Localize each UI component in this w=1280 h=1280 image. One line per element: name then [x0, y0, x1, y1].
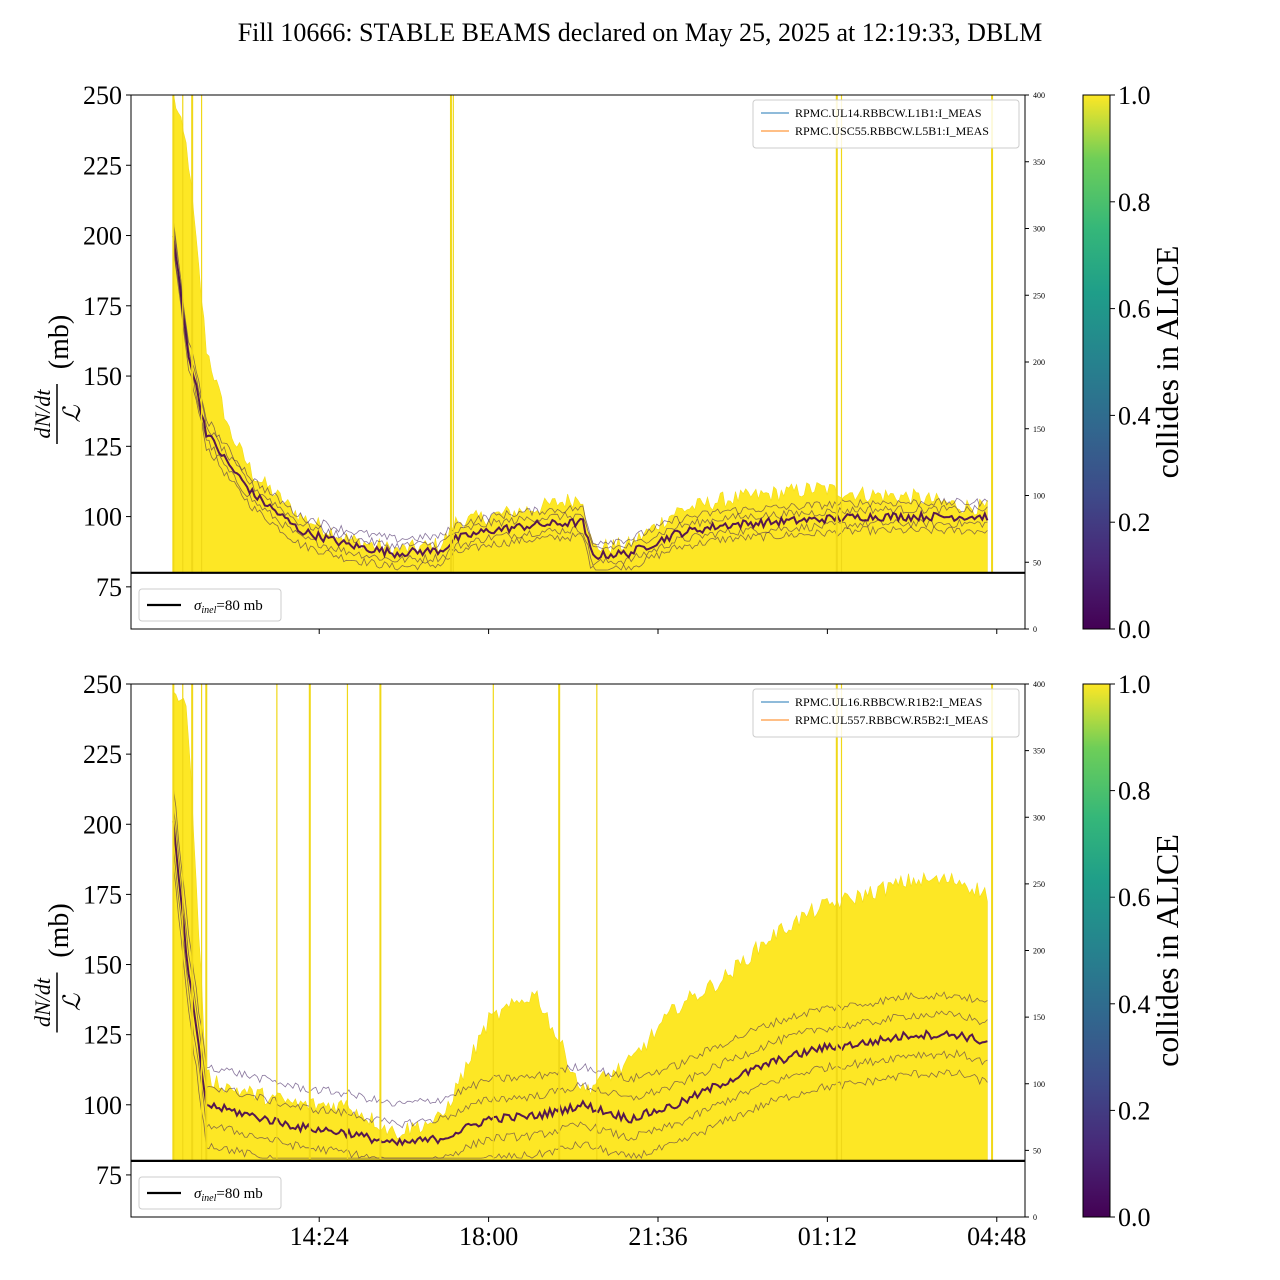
colorbar-tick-label-3: 0.6	[1118, 295, 1151, 324]
xtick-label-bottom-4: 04:48	[967, 1222, 1026, 1251]
colorbar-tick-label-1: 0.2	[1118, 508, 1151, 537]
legend-bottom: RPMC.UL16.RBBCW.R1B2:I_MEAS RPMC.UL557.RB…	[752, 688, 1020, 738]
legend-top: RPMC.UL14.RBBCW.L1B1:I_MEAS RPMC.USC55.RB…	[752, 99, 1020, 149]
plot-area-top	[131, 95, 1025, 574]
y2tick-label-bottom-3: 150	[1033, 1013, 1045, 1022]
ytick-label-bottom-5: 200	[83, 810, 122, 839]
legend-box	[752, 99, 1020, 149]
legend-sigma-top: σinel=80 mb	[138, 588, 282, 622]
ytick-label-top-1: 100	[83, 503, 122, 532]
trace-collides-0-top-2	[172, 235, 989, 561]
ylabel-denominator: ℒ	[60, 993, 86, 1011]
y2tick-label-bottom-5: 250	[1033, 880, 1045, 889]
xtick-label-bottom-0: 14:24	[290, 1222, 349, 1251]
colorbar-label: collides in ALICE	[1149, 246, 1185, 479]
y2tick-label-top-7: 350	[1033, 158, 1045, 167]
colorbar-gradient	[1082, 683, 1111, 1218]
legend-sigma-bottom: σinel=80 mb	[138, 1176, 282, 1210]
y2tick-label-bottom-0: 0	[1033, 1213, 1037, 1222]
legend-sigma-text: =80 mb	[216, 1186, 262, 1202]
colorbar-tick-label-5: 1.0	[1118, 81, 1151, 110]
colorbar-tick-label-4: 0.8	[1118, 777, 1151, 806]
xtick-label-bottom-2: 21:36	[628, 1222, 687, 1251]
trace-collides-0-top-3	[172, 225, 988, 551]
plot-area-bottom	[131, 684, 1025, 1162]
trace-collides-0-top-4	[172, 220, 988, 546]
legend-sigma-box	[138, 588, 282, 622]
trace-collides-0-top-1	[172, 238, 988, 567]
ytick-label-top-3: 150	[83, 362, 122, 391]
colorbar-tick-label-4: 0.8	[1118, 188, 1151, 217]
ylabel-denominator: ℒ	[60, 405, 86, 423]
colorbar-tick-label-5: 1.0	[1118, 670, 1151, 699]
y2tick-label-top-4: 200	[1033, 358, 1045, 367]
y2tick-label-top-0: 0	[1033, 625, 1037, 634]
legend-label-0: RPMC.UL14.RBBCW.L1B1:I_MEAS	[795, 106, 982, 120]
y2tick-label-top-5: 250	[1033, 291, 1045, 300]
panel-top: 75 100 125 150 175 200 225 250 0 50 100 150 200 250 30…	[30, 81, 1185, 644]
y2tick-label-top-6: 300	[1033, 225, 1045, 234]
legend-sigma-sub: inel	[201, 1193, 216, 1204]
ylabel-bottom: dN/dt ℒ (mb)	[30, 903, 86, 1033]
ylabel-top: dN/dt ℒ (mb)	[30, 315, 86, 444]
trace-collides-0-top-0	[172, 247, 988, 571]
ytick-label-bottom-2: 125	[83, 1021, 122, 1050]
ytick-label-bottom-7: 250	[83, 670, 122, 699]
y2tick-label-bottom-4: 200	[1033, 947, 1045, 956]
legend-sigma-symbol: σ	[194, 598, 202, 614]
legend-sigma-box	[138, 1176, 282, 1210]
ytick-label-bottom-4: 175	[83, 880, 122, 909]
ytick-label-top-7: 250	[83, 81, 122, 110]
legend-label-1: RPMC.USC55.RBBCW.L5B1:I_MEAS	[795, 124, 989, 138]
legend-sigma-symbol: σ	[194, 1186, 202, 1202]
legend-sigma-text: =80 mb	[216, 598, 262, 614]
y2tick-label-bottom-7: 350	[1033, 747, 1045, 756]
y2tick-label-bottom-8: 400	[1033, 680, 1045, 689]
ytick-label-top-6: 225	[83, 151, 122, 180]
legend-label-0: RPMC.UL16.RBBCW.R1B2:I_MEAS	[795, 695, 982, 709]
ylabel-unit: (mb)	[44, 315, 75, 369]
colorbar-label: collides in ALICE	[1149, 834, 1185, 1067]
ytick-label-bottom-3: 150	[83, 951, 122, 980]
band-collides-1-bottom	[173, 690, 988, 1162]
legend-sigma-label: σinel=80 mb	[194, 598, 263, 616]
ylabel-unit: (mb)	[44, 903, 75, 957]
colorbar-tick-label-0: 0.0	[1118, 1203, 1151, 1232]
y2tick-label-bottom-2: 100	[1033, 1080, 1045, 1089]
y2tick-label-bottom-1: 50	[1033, 1146, 1041, 1155]
figure-title: Fill 10666: STABLE BEAMS declared on May…	[237, 18, 1043, 47]
xtick-label-bottom-3: 01:12	[798, 1222, 857, 1251]
ylabel-numerator: dN/dt	[30, 389, 55, 439]
ytick-label-bottom-6: 225	[83, 740, 122, 769]
colorbar-tick-label-2: 0.4	[1118, 401, 1151, 430]
y2tick-label-bottom-6: 300	[1033, 813, 1045, 822]
colorbar-bottom: 0.0 0.2 0.4 0.6 0.8 1.0 collides in ALICE	[1082, 670, 1185, 1232]
colorbar-gradient	[1082, 94, 1111, 630]
y2tick-label-top-3: 150	[1033, 425, 1045, 434]
colorbar-top: 0.0 0.2 0.4 0.6 0.8 1.0 collides in ALICE	[1082, 81, 1185, 644]
ylabel-numerator: dN/dt	[30, 977, 55, 1027]
y2tick-label-top-1: 50	[1033, 558, 1041, 567]
band-collides-1-top	[173, 95, 988, 574]
colorbar-tick-label-2: 0.4	[1118, 990, 1151, 1019]
xtick-label-bottom-1: 18:00	[459, 1222, 518, 1251]
legend-sigma-label: σinel=80 mb	[194, 1186, 263, 1204]
colorbar-tick-label-3: 0.6	[1118, 883, 1151, 912]
ytick-label-top-2: 125	[83, 432, 122, 461]
colorbar-tick-label-1: 0.2	[1118, 1096, 1151, 1125]
legend-sigma-sub: inel	[201, 605, 216, 616]
colorbar-tick-label-0: 0.0	[1118, 615, 1151, 644]
panel-bottom: 75 100 125 150 175 200 225 250 0 50 100 150 200 250 30…	[30, 670, 1185, 1251]
y2tick-label-top-8: 400	[1033, 91, 1045, 100]
ytick-label-top-4: 175	[83, 292, 122, 321]
ytick-label-top-0: 75	[96, 573, 122, 602]
legend-label-1: RPMC.UL557.RBBCW.R5B2:I_MEAS	[795, 713, 988, 727]
y2tick-label-top-2: 100	[1033, 492, 1045, 501]
ytick-label-top-5: 200	[83, 222, 122, 251]
ytick-label-bottom-1: 100	[83, 1091, 122, 1120]
legend-box	[752, 688, 1020, 738]
ytick-label-bottom-0: 75	[96, 1161, 122, 1190]
